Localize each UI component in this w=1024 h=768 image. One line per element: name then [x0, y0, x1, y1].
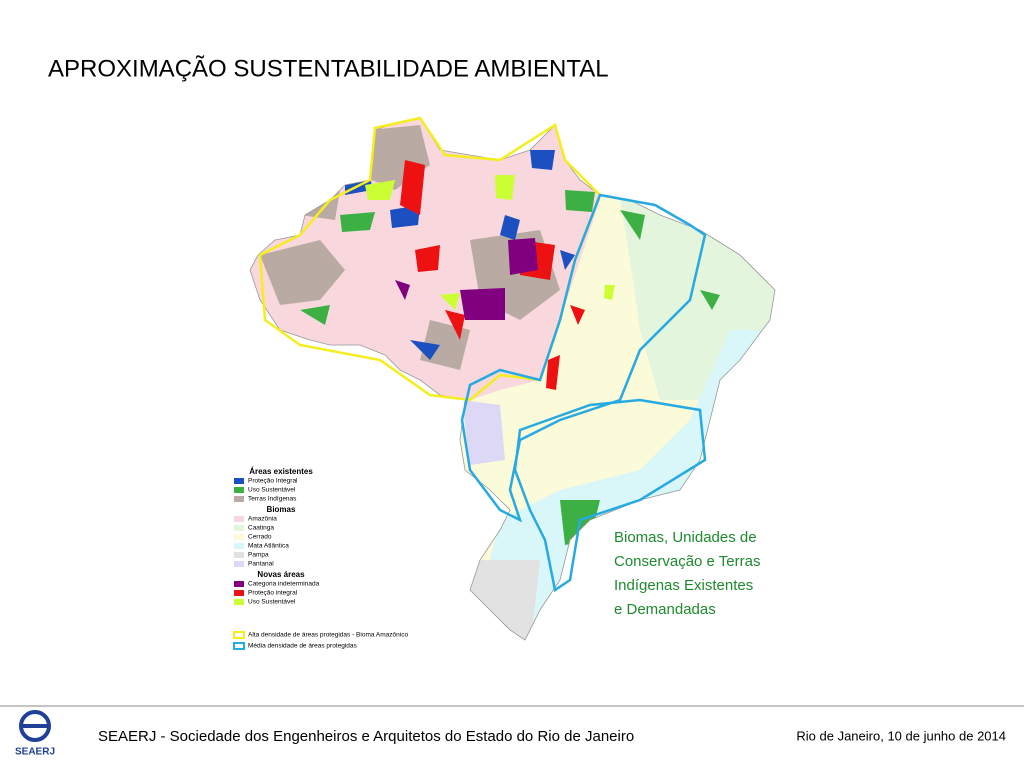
legend-label: Categoria indeterminada [248, 581, 320, 588]
caption-line: Conservação e Terras [614, 553, 760, 570]
legend-swatch [234, 581, 244, 587]
legend-swatch [234, 525, 244, 531]
legend-group-title: Áreas existentes [249, 467, 313, 476]
legend-swatch [234, 552, 244, 558]
legend-label: Terras Indígenas [248, 496, 297, 503]
logo-text: SEAERJ [15, 747, 55, 758]
caption-line: Indígenas Existentes [614, 577, 753, 594]
legend-swatch [234, 496, 244, 502]
legend-swatch [234, 534, 244, 540]
caption: Biomas, Unidades de Conservação e Terras I… [614, 529, 760, 618]
legend-swatch [234, 590, 244, 596]
legend-swatch [234, 561, 244, 567]
legend-label: Uso Sustentável [248, 487, 296, 494]
caption-line: Biomas, Unidades de [614, 529, 757, 546]
legend-label: Proteção integral [248, 590, 298, 597]
logo: SEAERJ [15, 710, 55, 758]
legend-box [230, 464, 430, 646]
legend-label: Pantanal [248, 561, 274, 568]
legend-label: Uso Sustentável [248, 599, 296, 606]
legend-outline-swatch [233, 642, 245, 650]
legend-label: Alta densidade de áreas protegidas - Bio… [248, 632, 408, 639]
medium-density-outlines [460, 193, 707, 593]
legend-swatch [234, 599, 244, 605]
caption-line: e Demandadas [614, 601, 716, 618]
slide-title: APROXIMAÇÃO SUSTENTABILIDADE AMBIENTAL [48, 55, 609, 82]
legend-swatch [234, 516, 244, 522]
legend: Áreas existentes Proteção Integral Uso Sus… [233, 467, 408, 650]
legend-swatch [234, 478, 244, 484]
legend-label: Proteção Integral [248, 478, 298, 485]
legend-label: Amazônia [248, 516, 277, 523]
legend-group-title: Biomas [267, 505, 296, 514]
legend-swatch [234, 487, 244, 493]
legend-label: Pampa [248, 552, 269, 559]
legend-group-title: Novas áreas [257, 570, 305, 579]
legend-swatch [234, 543, 244, 549]
legend-outline-swatch [233, 631, 245, 639]
legend-label: Cerrado [248, 534, 272, 541]
legend-label: Mata Atlântica [248, 543, 289, 550]
footer-organization: SEAERJ - Sociedade dos Engenheiros e Arq… [98, 728, 634, 745]
legend-label: Média densidade de áreas protegidas [248, 643, 358, 650]
legend-label: Caatinga [248, 525, 274, 532]
footer-date: Rio de Janeiro, 10 de junho de 2014 [796, 728, 1006, 743]
